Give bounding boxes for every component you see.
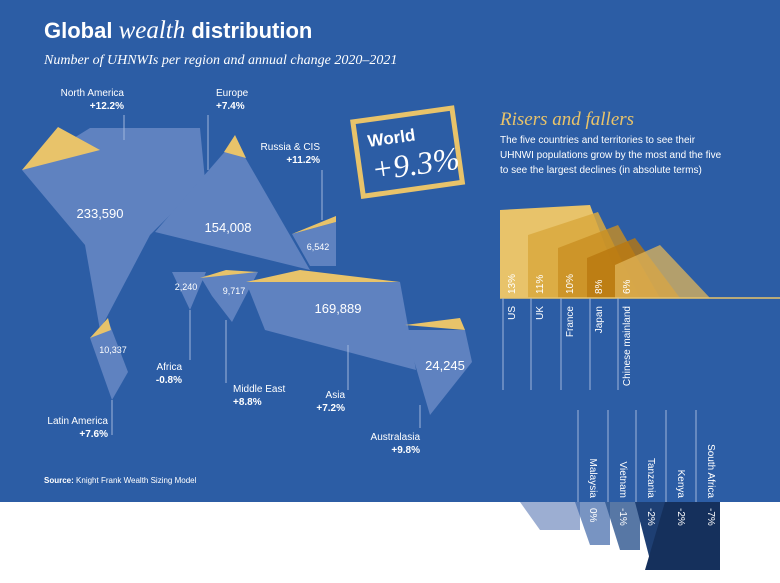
source-text: Knight Frank Wealth Sizing Model — [76, 476, 197, 485]
region-change: +9.8% — [391, 445, 420, 456]
region-accent — [22, 127, 100, 170]
faller-shape — [575, 502, 610, 545]
region-name: Russia & CIS — [261, 142, 321, 153]
description-line: The five countries and territories to se… — [500, 135, 696, 146]
region-change: +11.2% — [286, 155, 320, 166]
region-count: 2,240 — [175, 282, 198, 292]
riser-country: UK — [535, 306, 546, 320]
region-shape — [405, 330, 472, 415]
region-shape — [200, 272, 258, 322]
region-name: Latin America — [47, 416, 108, 427]
risers-fallers-labels: US 13% UK 11% France 10% Japan 8% Chinese mainla… — [502, 274, 716, 526]
riser-shape — [615, 245, 710, 298]
description-line: to see the largest declines (in absolute… — [500, 165, 702, 176]
subtitle: Number of UHNWIs per region and annual c… — [43, 53, 397, 68]
region-change: +12.2% — [90, 101, 124, 112]
faller-shape — [520, 502, 580, 530]
riser-change: 10% — [565, 274, 576, 294]
region-count: 169,889 — [315, 301, 362, 316]
region-accent — [405, 318, 465, 330]
region-count: 233,590 — [77, 206, 124, 221]
region-name: Africa — [156, 362, 182, 373]
riser-country: US — [507, 306, 518, 320]
faller-country: Malaysia — [587, 459, 598, 499]
region-shape — [292, 222, 336, 266]
faller-change: -1% — [617, 508, 628, 526]
riser-country: Japan — [594, 306, 605, 333]
riser-change: 13% — [507, 274, 518, 294]
title-part: Global — [44, 18, 119, 43]
map — [22, 127, 472, 415]
section-description: The five countries and territories to se… — [500, 135, 722, 176]
riser-country: France — [565, 306, 576, 338]
faller-change: 0% — [587, 508, 598, 523]
region-name: Asia — [326, 390, 346, 401]
risers-shapes — [500, 205, 780, 299]
region-shape — [246, 282, 416, 370]
title: Global wealth distribution — [44, 17, 312, 44]
region-count: 6,542 — [307, 242, 330, 252]
region-shape — [155, 140, 310, 270]
region-count: 10,337 — [99, 345, 127, 355]
faller-shape — [605, 502, 640, 550]
region-accent — [292, 216, 336, 234]
fallers-shapes — [520, 502, 720, 570]
region-count: 154,008 — [205, 220, 252, 235]
riser-change: 11% — [535, 275, 546, 294]
region-accent — [246, 270, 400, 282]
source-label: Source: — [44, 476, 74, 485]
faller-country: Tanzania — [645, 458, 656, 498]
region-change: +8.8% — [233, 397, 262, 408]
region-accent — [224, 135, 246, 158]
region-shape — [90, 320, 128, 400]
region-change: +7.6% — [79, 429, 108, 440]
description-line: UHNWI populations grow by the most and t… — [500, 150, 722, 161]
faller-country: Vietnam — [617, 461, 628, 498]
source: Source: Knight Frank Wealth Sizing Model — [44, 476, 197, 485]
riser-change: 6% — [622, 279, 633, 294]
region-count: 24,245 — [425, 358, 465, 373]
faller-shape — [645, 502, 720, 570]
faller-change: -2% — [675, 508, 686, 526]
faller-change: -2% — [645, 508, 656, 526]
region-accent — [90, 318, 111, 338]
faller-change: -7% — [705, 508, 716, 526]
faller-country: Kenya — [675, 470, 686, 499]
world-frame — [350, 105, 466, 200]
region-name: Middle East — [233, 384, 285, 395]
region-name: Europe — [216, 88, 249, 99]
region-name: North America — [61, 88, 125, 99]
leader-lines — [111, 115, 421, 435]
section-title: Risers and fallers — [499, 109, 634, 130]
region-count: 9,717 — [223, 286, 246, 296]
title-emphasis: wealth — [119, 17, 186, 44]
region-change: -0.8% — [156, 375, 182, 386]
riser-change: 8% — [594, 279, 605, 294]
title-part: distribution — [185, 18, 312, 43]
region-shape — [172, 272, 206, 310]
faller-country: South Africa — [705, 444, 716, 498]
riser-country: Chinese mainland — [622, 306, 633, 386]
region-shape — [22, 128, 205, 330]
region-accent — [200, 270, 258, 278]
region-labels: North America +12.2% 233,590 Europe +7.4% 154… — [47, 88, 464, 456]
region-change: +7.4% — [216, 101, 245, 112]
region-change: +7.2% — [316, 403, 345, 414]
region-name: Australasia — [371, 432, 421, 443]
